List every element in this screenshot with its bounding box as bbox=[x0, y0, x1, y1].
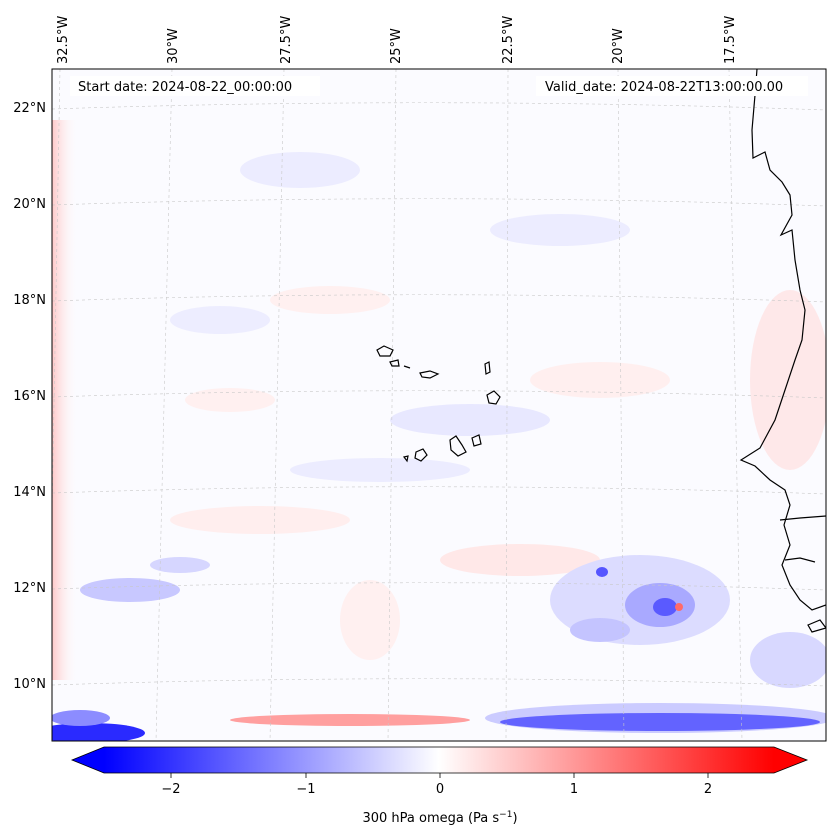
lon-label-30w: 30°W bbox=[166, 28, 181, 64]
colorbar-tick-2: 2 bbox=[704, 782, 712, 797]
lat-label-10n: 10°N bbox=[13, 677, 46, 692]
colorbar-label-main: 300 hPa omega (Pa s bbox=[362, 811, 499, 826]
colorbar-min-extend bbox=[72, 747, 104, 773]
colorbar-tick-neg1: −1 bbox=[296, 782, 315, 797]
colorbar-label-exponent: −1 bbox=[499, 810, 512, 820]
colorbar-tick-neg2: −2 bbox=[161, 782, 180, 797]
colorbar-gradient bbox=[104, 747, 774, 773]
lon-label-27-5w: 27.5°W bbox=[279, 16, 294, 64]
lat-label-12n: 12°N bbox=[13, 581, 46, 596]
colorbar-tick-1: 1 bbox=[570, 782, 578, 797]
lon-label-25w: 25°W bbox=[389, 28, 404, 64]
lat-label-20n: 20°N bbox=[13, 197, 46, 212]
lat-label-14n: 14°N bbox=[13, 485, 46, 500]
longitude-labels: 32.5°W 30°W 27.5°W 25°W 22.5°W 20°W 17.5… bbox=[56, 16, 738, 64]
lat-label-22n: 22°N bbox=[13, 101, 46, 116]
colorbar-max-extend bbox=[774, 747, 807, 773]
colorbar-label: 300 hPa omega (Pa s−1) bbox=[362, 810, 517, 826]
lon-label-17-5w: 17.5°W bbox=[723, 16, 738, 64]
coastline bbox=[376, 69, 826, 633]
lon-label-20w: 20°W bbox=[611, 28, 626, 64]
colorbar: −2 −1 0 1 2 300 hPa omega (Pa s−1) bbox=[70, 746, 809, 826]
latitude-labels: 22°N 20°N 18°N 16°N 14°N 12°N 10°N bbox=[13, 101, 46, 692]
start-date-label: Start date: 2024-08-22_00:00:00 bbox=[78, 80, 292, 95]
colorbar-label-close: ) bbox=[512, 811, 517, 826]
map-panel: Start date: 2024-08-22_00:00:00 Valid_da… bbox=[51, 68, 827, 742]
omega-field bbox=[52, 120, 826, 741]
map-frame bbox=[51, 68, 827, 742]
colorbar-tick-0: 0 bbox=[436, 782, 444, 797]
lon-label-32-5w: 32.5°W bbox=[56, 16, 71, 64]
graticule bbox=[52, 69, 826, 741]
valid-date-label: Valid_date: 2024-08-22T13:00:00.00 bbox=[545, 80, 783, 95]
lon-label-22-5w: 22.5°W bbox=[501, 16, 516, 64]
lat-label-16n: 16°N bbox=[13, 389, 46, 404]
lat-label-18n: 18°N bbox=[13, 293, 46, 308]
